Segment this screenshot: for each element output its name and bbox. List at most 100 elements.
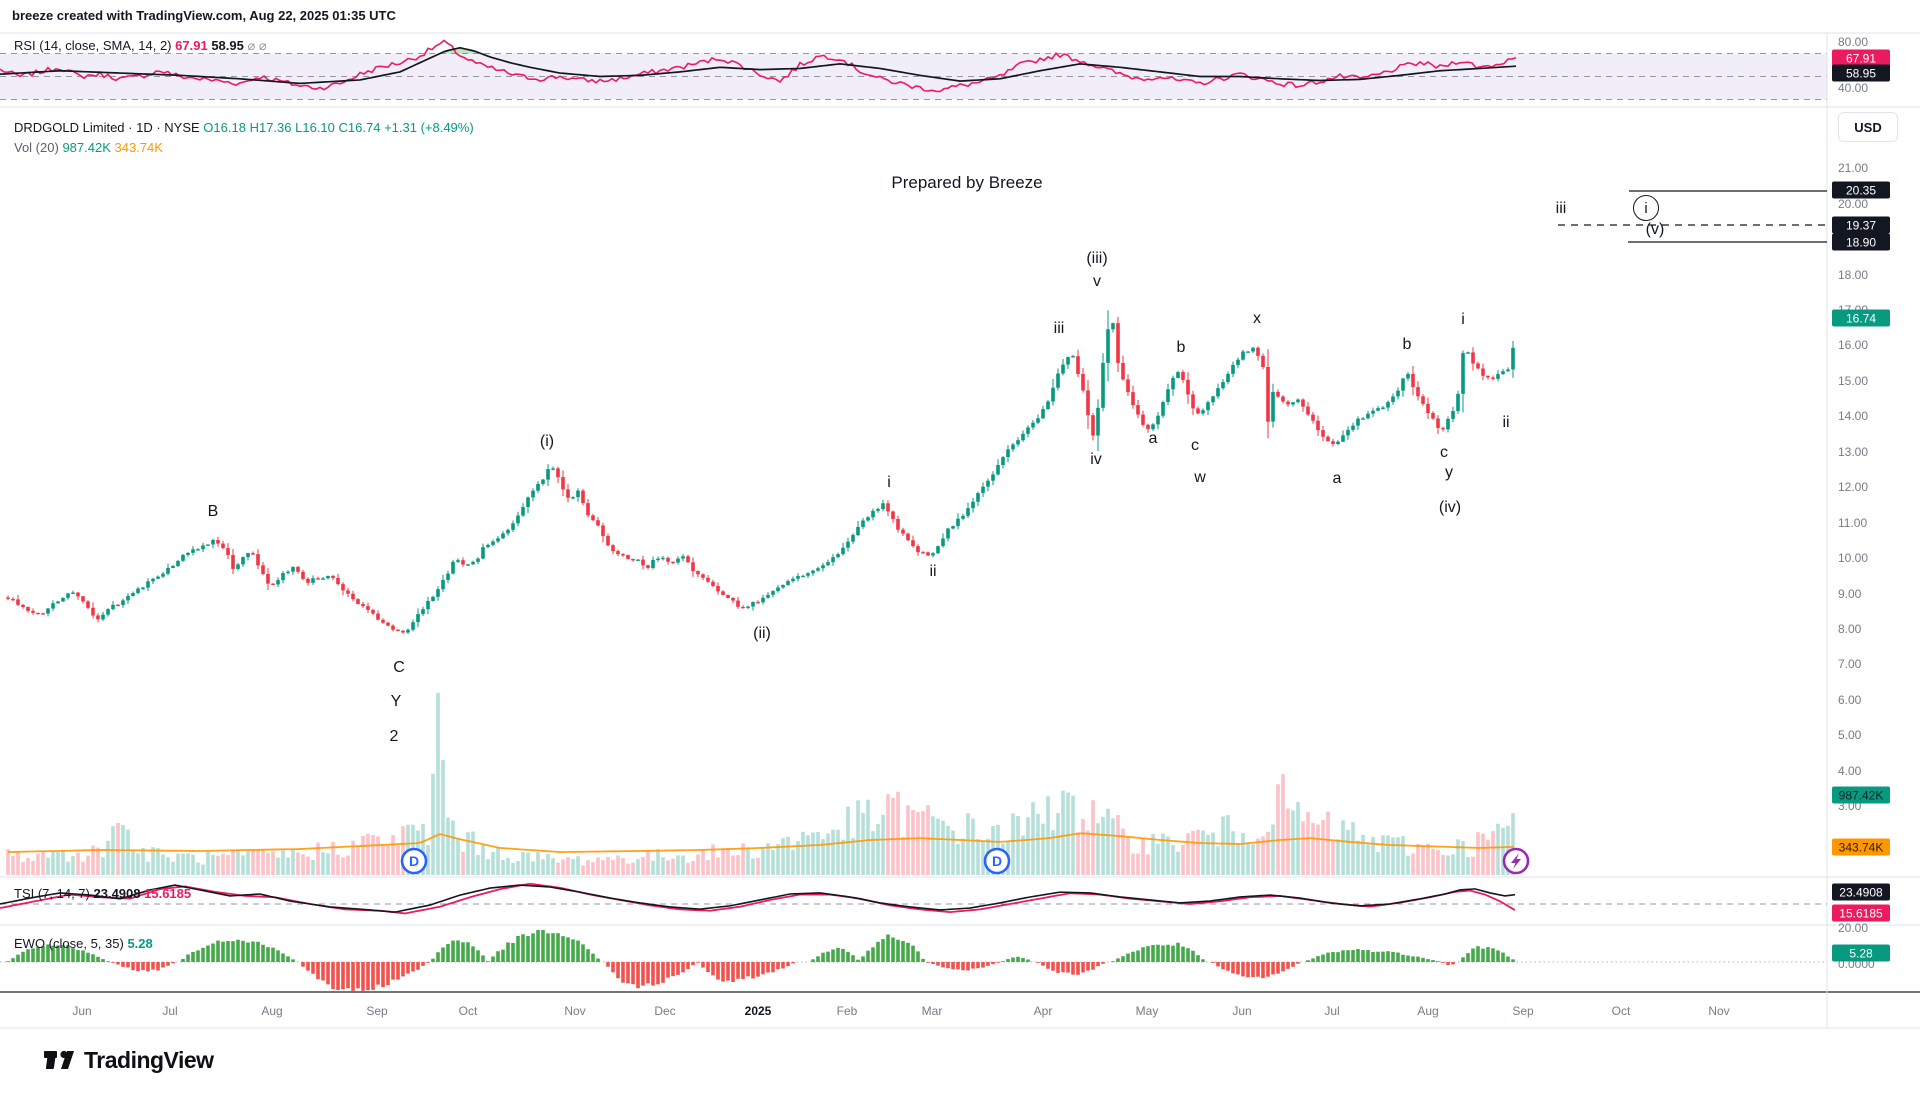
candle xyxy=(1231,364,1235,374)
volume-bar xyxy=(1161,833,1165,875)
ewo-bar xyxy=(431,958,435,962)
volume-bar xyxy=(451,820,455,875)
ewo-bar xyxy=(1071,962,1075,975)
volume-legend[interactable]: Vol (20) 987.42K 343.74K xyxy=(14,140,163,155)
volume-bar xyxy=(1111,818,1115,875)
candle xyxy=(471,561,475,565)
candle xyxy=(1351,425,1355,430)
tsi-legend[interactable]: TSI (7, 14, 7) 23.4908 15.6185 xyxy=(14,886,191,901)
volume-bar xyxy=(846,806,850,875)
tradingview-logo[interactable]: TradingView xyxy=(44,1046,214,1074)
candle xyxy=(41,613,45,615)
candle xyxy=(1271,391,1275,422)
ewo-bar xyxy=(1486,947,1490,962)
ewo-bar xyxy=(1236,962,1240,975)
ewo-bar xyxy=(921,958,925,962)
ewo-bar xyxy=(871,947,875,962)
candle xyxy=(1301,399,1305,407)
ewo-bar xyxy=(821,952,825,962)
ewo-bar xyxy=(511,942,515,962)
symbol-name: DRDGOLD Limited xyxy=(14,120,125,135)
candle xyxy=(681,556,685,559)
scale-badge: 58.95 xyxy=(1832,64,1890,82)
ewo-bar xyxy=(841,948,845,962)
ewo-bar xyxy=(931,962,935,964)
time-axis-label: Nov xyxy=(564,1004,586,1018)
candle xyxy=(1266,366,1270,422)
volume-bar xyxy=(471,831,475,875)
candle xyxy=(1261,355,1265,367)
candle xyxy=(1011,444,1015,450)
flash-event-marker[interactable] xyxy=(1502,847,1530,875)
ewo-bar xyxy=(406,962,410,974)
ewo-bar xyxy=(721,962,725,982)
scale-tick: 12.00 xyxy=(1838,480,1869,494)
candle xyxy=(236,564,240,569)
volume-bar xyxy=(421,823,425,875)
candle xyxy=(1041,409,1045,419)
scale-tick: 6.00 xyxy=(1838,693,1862,707)
volume-bar xyxy=(1026,817,1030,875)
volume-bar xyxy=(761,847,765,875)
volume-bar xyxy=(96,847,100,875)
volume-bar xyxy=(861,812,865,875)
volume-ma-value: 343.74K xyxy=(114,140,163,155)
candle xyxy=(576,490,580,498)
candle xyxy=(536,483,540,491)
candle xyxy=(1136,405,1140,415)
candle xyxy=(436,589,440,597)
candle xyxy=(676,558,680,563)
candle xyxy=(1506,369,1510,372)
candle xyxy=(426,600,430,610)
volume-bar xyxy=(161,854,165,875)
ewo-bar xyxy=(416,962,420,970)
symbol-legend[interactable]: DRDGOLD Limited · 1D · NYSE O16.18 H17.3… xyxy=(14,120,474,135)
ewo-bar xyxy=(461,942,465,962)
volume-bar xyxy=(1076,832,1080,875)
ewo-bar xyxy=(756,962,760,977)
dividend-marker[interactable]: D xyxy=(983,847,1011,875)
rsi-legend[interactable]: RSI (14, close, SMA, 14, 2) 67.91 58.95 … xyxy=(14,38,267,54)
volume-bar xyxy=(526,852,530,875)
volume-bar xyxy=(956,844,960,875)
dividend-marker[interactable]: D xyxy=(400,847,428,875)
ewo-bar xyxy=(441,947,445,962)
scale-badge: 15.6185 xyxy=(1832,904,1890,922)
volume-bar xyxy=(1081,819,1085,875)
ewo-bar xyxy=(21,951,25,962)
ewo-bar xyxy=(1371,952,1375,962)
candle xyxy=(526,497,530,508)
candle xyxy=(711,581,715,586)
ewo-bar xyxy=(1441,962,1445,963)
scale-badge: 19.37 xyxy=(1832,216,1890,234)
volume-bar xyxy=(691,860,695,875)
ewo-bar xyxy=(1001,961,1005,962)
candle xyxy=(321,578,325,580)
ewo-legend[interactable]: EWO (close, 5, 35) 5.28 xyxy=(14,936,153,951)
candle xyxy=(1481,368,1485,376)
volume-bar xyxy=(176,853,180,875)
candle xyxy=(16,599,20,605)
currency-button[interactable]: USD xyxy=(1838,112,1898,142)
candle xyxy=(1371,410,1375,414)
volume-bar xyxy=(36,853,40,875)
candle xyxy=(951,526,955,529)
ewo-bar xyxy=(656,962,660,985)
volume-bar xyxy=(1331,841,1335,875)
volume-bar xyxy=(151,847,155,875)
ewo-bar xyxy=(1046,962,1050,969)
candle xyxy=(101,614,105,620)
candle xyxy=(401,630,405,633)
ewo-bar xyxy=(1011,957,1015,962)
wave-label: c xyxy=(1440,444,1448,461)
candle xyxy=(1341,435,1345,442)
scale-badge: 23.4908 xyxy=(1832,883,1890,901)
ewo-bar xyxy=(16,954,20,962)
candle xyxy=(1251,347,1255,352)
ewo-bar xyxy=(1171,945,1175,962)
volume-bar xyxy=(576,856,580,875)
candle xyxy=(1246,351,1250,353)
volume-bar xyxy=(921,811,925,875)
volume-bar xyxy=(366,833,370,875)
